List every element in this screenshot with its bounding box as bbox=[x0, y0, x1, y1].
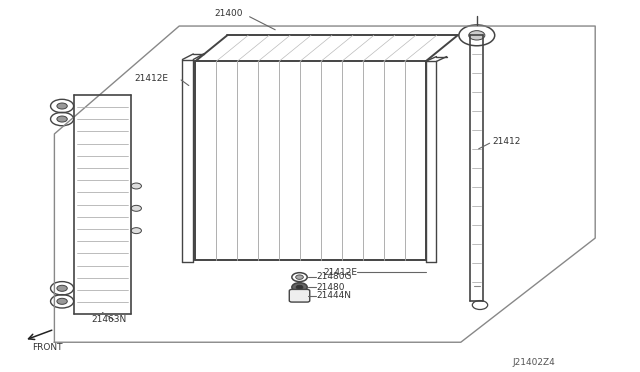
Text: J21402Z4: J21402Z4 bbox=[512, 358, 555, 367]
Circle shape bbox=[292, 283, 307, 292]
Circle shape bbox=[131, 205, 141, 211]
Circle shape bbox=[57, 285, 67, 291]
FancyBboxPatch shape bbox=[289, 289, 310, 302]
Text: 21400: 21400 bbox=[214, 9, 243, 17]
Circle shape bbox=[296, 275, 303, 279]
Circle shape bbox=[57, 298, 67, 304]
Text: 21463N: 21463N bbox=[92, 315, 127, 324]
Text: 21412: 21412 bbox=[493, 137, 521, 146]
Text: 21480: 21480 bbox=[317, 283, 346, 292]
Circle shape bbox=[131, 183, 141, 189]
Circle shape bbox=[468, 31, 485, 40]
Circle shape bbox=[131, 228, 141, 234]
Circle shape bbox=[57, 103, 67, 109]
Text: 21412E: 21412E bbox=[323, 268, 357, 277]
Circle shape bbox=[296, 285, 303, 289]
Text: FRONT: FRONT bbox=[32, 343, 63, 352]
Circle shape bbox=[57, 116, 67, 122]
Text: 21412E: 21412E bbox=[134, 74, 168, 83]
Text: 21480G: 21480G bbox=[317, 272, 352, 280]
Text: 21444N: 21444N bbox=[317, 291, 352, 300]
